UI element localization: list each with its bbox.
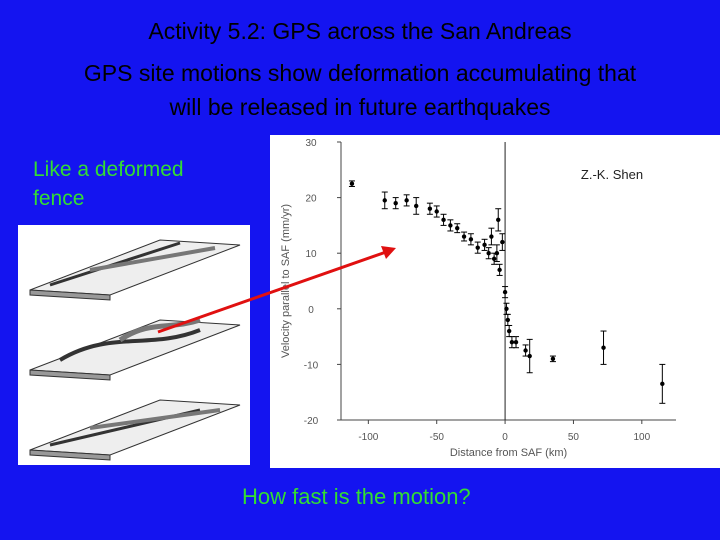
side-note: fence [33,187,85,210]
subtitle: will be released in future earthquakes [169,94,551,120]
data-point [486,251,491,256]
data-point [504,306,509,311]
annotation: Z.-K. Shen [581,167,643,182]
x-tick-label: -100 [358,432,378,443]
fence-drawing [29,239,241,461]
data-point [349,181,355,186]
data-point [382,198,387,203]
data-point [494,251,500,256]
y-axis-label: Velocity parallel to SAF (mm/yr) [280,204,292,358]
data-point [448,223,453,228]
data-point [434,209,439,214]
data-point [461,234,467,239]
data-point [393,200,398,206]
arrow [157,250,387,334]
plot-background [270,135,720,468]
x-tick-label: 0 [502,432,508,443]
data-point [427,206,433,211]
data-point [527,353,532,359]
x-tick-label: 100 [633,432,650,443]
data-point [414,203,419,209]
arrow-head [381,246,396,259]
y-tick-label: 20 [305,194,317,205]
x-tick-label: 50 [568,432,580,443]
subtitle: GPS site motions show deformation accumu… [83,60,637,86]
data-point [550,356,556,362]
side-note: Like a deformed [33,158,184,181]
data-point [496,217,501,223]
data-point [506,328,512,334]
x-tick-label: -50 [429,432,444,443]
data-point [601,345,606,350]
data-point [475,245,480,250]
data-point [491,256,497,261]
y-tick-label: -20 [304,416,319,427]
data-point [502,289,508,295]
data-point [497,267,502,273]
data-point [500,239,505,245]
question: How fast is the motion? [242,484,471,509]
y-tick-label: 30 [305,138,317,149]
data-point [441,217,446,223]
data-point [455,225,460,231]
data-point [513,339,519,345]
title: Activity 5.2: GPS across the San Andreas [148,18,572,44]
data-point [505,317,511,323]
data-point [468,237,474,242]
y-tick-label: 0 [308,305,314,316]
data-point [489,234,494,239]
y-tick-label: -10 [304,360,319,371]
data-point [509,339,515,345]
data-point [404,198,409,203]
data-point [482,242,487,248]
data-point [660,381,665,387]
y-tick-label: 10 [305,249,317,260]
data-point [523,348,528,353]
x-axis-label: Distance from SAF (km) [450,447,567,459]
